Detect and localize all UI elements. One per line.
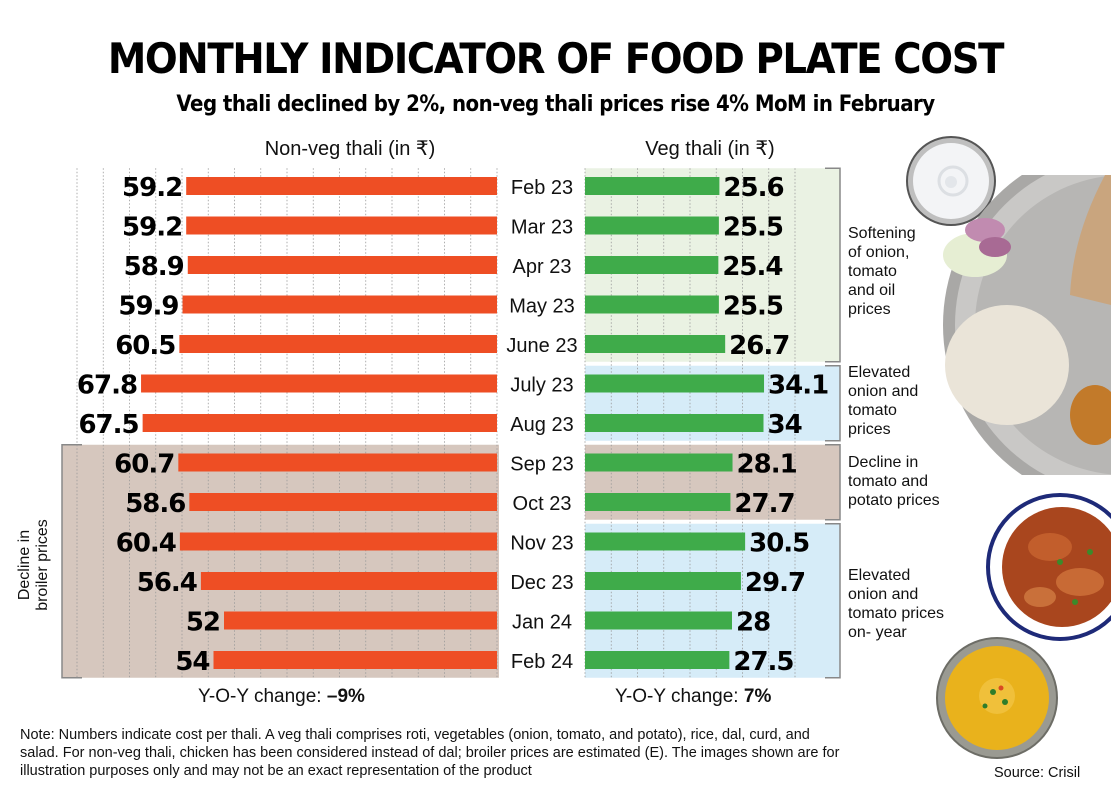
bar-non-veg	[200, 572, 497, 590]
month-label: Feb 23	[511, 177, 573, 199]
thali-plate-image	[943, 175, 1111, 475]
band-non-veg	[62, 444, 499, 678]
band-bracket	[825, 444, 841, 521]
month-label: Oct 23	[513, 493, 572, 515]
bar-non-veg	[178, 453, 497, 472]
value-label-non-veg: 58.6	[125, 489, 185, 519]
bar-veg	[585, 335, 726, 353]
bar-veg	[585, 216, 719, 235]
value-label-non-veg: 54	[175, 647, 209, 677]
band-bracket	[825, 365, 841, 442]
value-label-non-veg: 60.4	[116, 529, 176, 559]
chart-subtitle: Veg thali declined by 2%, non-veg thali …	[176, 92, 935, 117]
non-veg-yoy-change: Y-O-Y change: –9%	[198, 686, 365, 708]
value-label-non-veg: 67.8	[77, 371, 137, 401]
value-label-non-veg: 67.5	[78, 410, 138, 440]
source-credit: Source: Crisil	[994, 765, 1081, 781]
bar-veg	[585, 532, 746, 551]
band-bracket	[61, 444, 82, 679]
annotation-veg-softening: Softening of onion, tomato and oil price…	[848, 225, 916, 318]
value-label-non-veg: 60.5	[115, 331, 175, 361]
veg-yoy-change: Y-O-Y change: 7%	[615, 686, 771, 708]
month-label: July 23	[510, 375, 573, 397]
bar-non-veg	[142, 414, 497, 432]
value-label-veg: 26.7	[729, 331, 789, 361]
bar-veg	[585, 295, 719, 314]
value-label-veg: 25.4	[722, 252, 782, 282]
value-label-non-veg: 56.4	[137, 568, 197, 598]
chicken-curry-bowl-image	[986, 493, 1111, 641]
yoy-value: –9%	[326, 686, 365, 707]
veg-column-header: Veg thali (in ₹)	[645, 138, 775, 160]
bar-veg	[585, 177, 720, 195]
value-label-veg: 25.6	[723, 173, 783, 203]
bar-non-veg	[186, 216, 497, 235]
value-label-veg: 25.5	[723, 213, 783, 243]
bar-veg	[585, 651, 730, 669]
band-bracket	[825, 523, 841, 679]
bar-non-veg	[186, 177, 497, 195]
month-label: Sep 23	[510, 454, 573, 476]
value-label-veg: 27.5	[733, 647, 793, 677]
value-label-non-veg: 59.2	[122, 173, 182, 203]
value-label-veg: 29.7	[745, 568, 805, 598]
month-label: Apr 23	[513, 256, 572, 278]
band-bracket	[825, 167, 841, 363]
value-label-veg: 28	[736, 608, 770, 638]
month-label: Jan 24	[512, 612, 572, 634]
chart-title: MONTHLY INDICATOR OF FOOD PLATE COST	[107, 34, 1005, 83]
annotation-veg-elevated-yoy: Elevated onion and tomato prices on- yea…	[848, 567, 945, 641]
footnote: Note: Numbers indicate cost per thali. A…	[20, 727, 840, 779]
bar-non-veg	[189, 493, 497, 511]
bar-non-veg	[187, 256, 497, 274]
month-label: Nov 23	[510, 533, 573, 555]
month-label: Feb 24	[511, 651, 573, 673]
bar-non-veg	[182, 295, 497, 314]
value-label-non-veg: 59.9	[118, 292, 178, 322]
bar-non-veg	[179, 532, 497, 551]
bar-non-veg	[224, 611, 497, 630]
annotation-non-veg-broiler: Decline in broiler prices	[16, 519, 51, 611]
value-label-veg: 27.7	[734, 489, 794, 519]
value-label-veg: 28.1	[737, 450, 797, 480]
bar-veg	[585, 572, 741, 590]
bar-veg	[585, 453, 733, 472]
bar-veg	[585, 611, 732, 630]
month-label: Dec 23	[510, 572, 573, 594]
value-label-veg: 30.5	[749, 529, 809, 559]
bar-veg	[585, 374, 765, 393]
value-label-veg: 25.5	[723, 292, 783, 322]
value-label-non-veg: 60.7	[114, 450, 174, 480]
annotation-veg-decline: Decline in tomato and potato prices	[848, 454, 940, 509]
value-label-veg: 34	[768, 410, 802, 440]
bar-non-veg	[213, 651, 497, 669]
non-veg-column-header: Non-veg thali (in ₹)	[264, 138, 436, 160]
month-label: Mar 23	[511, 217, 573, 239]
bar-non-veg	[179, 335, 497, 353]
month-label: Aug 23	[510, 414, 573, 436]
yoy-label: Y-O-Y change:	[198, 686, 327, 707]
bar-veg	[585, 493, 731, 511]
month-label: June 23	[506, 335, 577, 357]
yoy-value: 7%	[743, 686, 772, 707]
curd-bowl-image	[906, 136, 996, 226]
month-label: May 23	[509, 296, 575, 318]
yoy-label: Y-O-Y change:	[615, 686, 744, 707]
dal-bowl-image	[936, 637, 1058, 759]
value-label-veg: 34.1	[768, 371, 828, 401]
annotation-veg-elevated: Elevated onion and tomato prices	[848, 364, 919, 438]
bar-non-veg	[141, 374, 498, 393]
value-label-non-veg: 59.2	[122, 213, 182, 243]
value-label-non-veg: 58.9	[124, 252, 184, 282]
bar-veg	[585, 414, 764, 432]
value-label-non-veg: 52	[186, 608, 220, 638]
bar-veg	[585, 256, 719, 274]
